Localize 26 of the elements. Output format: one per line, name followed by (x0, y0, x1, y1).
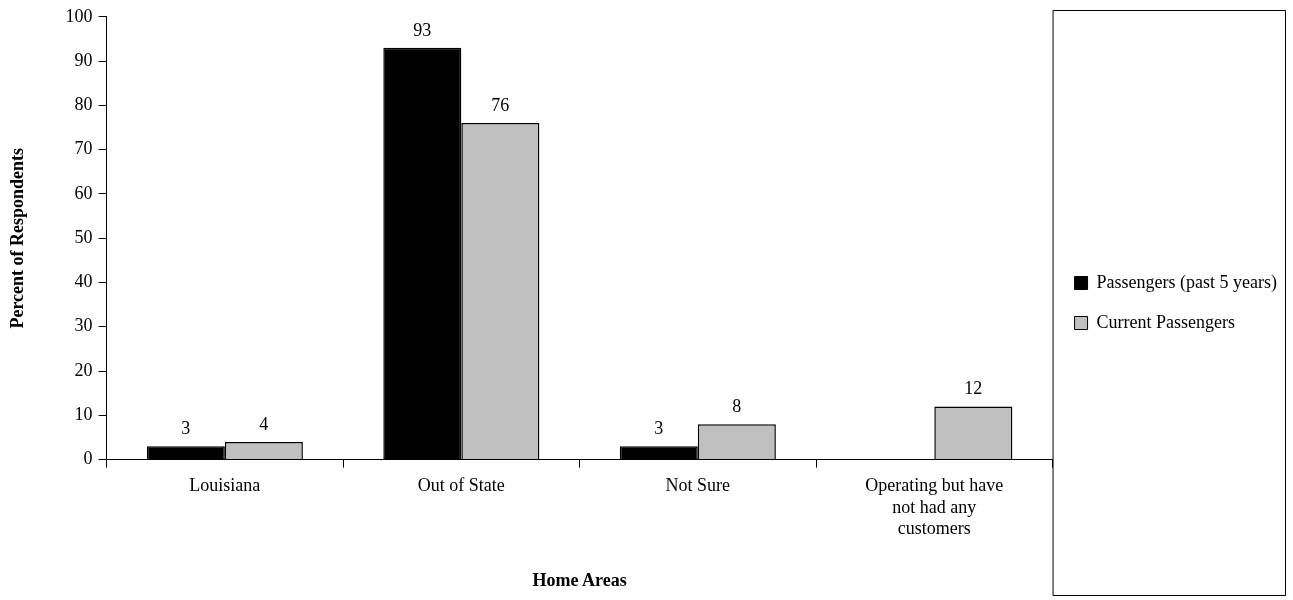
y-axis-title: Percent of Respondents (7, 147, 28, 329)
y-tick-label: 90 (74, 49, 93, 70)
x-tick-label: Out of State (417, 475, 505, 496)
data-label: 12 (964, 378, 983, 399)
y-tick-label: 0 (83, 448, 93, 469)
x-axis-title: Home Areas (532, 569, 627, 590)
y-tick-label: 10 (74, 404, 93, 425)
y-tick-label: 60 (74, 182, 93, 203)
y-tick-label: 20 (74, 359, 93, 380)
y-tick-label: 100 (65, 5, 93, 26)
legend-label: Passengers (past 5 years) (1096, 271, 1278, 293)
y-tick-label: 50 (74, 226, 93, 247)
data-label: 3 (181, 418, 191, 439)
data-label: 4 (259, 413, 269, 434)
y-tick-label: 30 (74, 315, 93, 336)
x-tick-label: Louisiana (189, 475, 261, 496)
data-label: 93 (413, 19, 432, 40)
y-tick-label: 80 (74, 94, 93, 115)
data-label: 76 (491, 94, 510, 115)
x-tick-label: Not Sure (665, 475, 731, 496)
y-tick-label: 40 (74, 271, 93, 292)
x-tick-label: Operating but have not had any customers (865, 475, 1004, 539)
data-label: 3 (654, 418, 664, 439)
data-label: 8 (732, 395, 742, 416)
y-tick-label: 70 (74, 138, 93, 159)
legend-label: Current Passengers (1096, 311, 1236, 332)
